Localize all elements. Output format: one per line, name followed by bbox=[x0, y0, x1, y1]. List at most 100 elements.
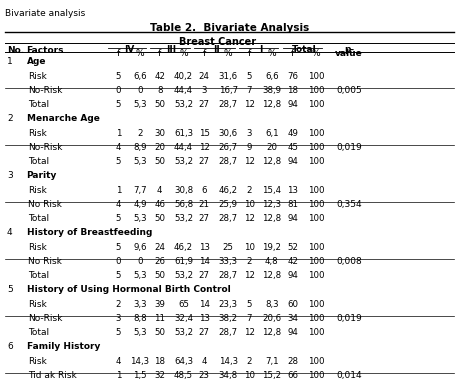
Text: I: I bbox=[259, 45, 262, 54]
Text: 65: 65 bbox=[178, 299, 189, 309]
Text: 9,6: 9,6 bbox=[133, 242, 147, 252]
Text: 4: 4 bbox=[116, 143, 121, 152]
Text: 66: 66 bbox=[287, 371, 298, 380]
Text: Total: Total bbox=[28, 214, 49, 223]
Text: 50: 50 bbox=[154, 328, 165, 337]
Text: 4: 4 bbox=[157, 185, 162, 195]
Text: 1: 1 bbox=[116, 371, 121, 380]
Text: 100: 100 bbox=[308, 257, 324, 266]
Text: 94: 94 bbox=[287, 100, 298, 109]
Text: Tid ak Risk: Tid ak Risk bbox=[28, 371, 77, 380]
Text: 60: 60 bbox=[287, 299, 298, 309]
Text: Risk: Risk bbox=[28, 299, 47, 309]
Text: 12: 12 bbox=[244, 100, 255, 109]
Text: 81: 81 bbox=[287, 200, 298, 209]
Text: 0: 0 bbox=[137, 257, 143, 266]
Text: 25: 25 bbox=[223, 242, 234, 252]
Text: 6: 6 bbox=[7, 342, 13, 352]
Text: 2: 2 bbox=[116, 299, 121, 309]
Text: 2: 2 bbox=[7, 114, 12, 124]
Text: 53,2: 53,2 bbox=[174, 328, 193, 337]
Text: 5: 5 bbox=[116, 157, 121, 166]
Text: 26: 26 bbox=[154, 257, 165, 266]
Text: 5: 5 bbox=[116, 271, 121, 280]
Text: 42: 42 bbox=[287, 257, 298, 266]
Text: 0,005: 0,005 bbox=[336, 86, 362, 95]
Text: 100: 100 bbox=[308, 71, 324, 81]
Text: %: % bbox=[136, 49, 144, 58]
Text: No-Risk: No-Risk bbox=[28, 143, 62, 152]
Text: 18: 18 bbox=[287, 86, 298, 95]
Text: 5: 5 bbox=[246, 299, 252, 309]
Text: 50: 50 bbox=[154, 157, 165, 166]
Text: 38,9: 38,9 bbox=[262, 86, 281, 95]
Text: Bivariate analysis: Bivariate analysis bbox=[5, 10, 85, 19]
Text: 2: 2 bbox=[246, 356, 252, 366]
Text: 5: 5 bbox=[7, 285, 13, 294]
Text: 100: 100 bbox=[308, 86, 324, 95]
Text: 12,3: 12,3 bbox=[262, 200, 281, 209]
Text: 10: 10 bbox=[244, 242, 255, 252]
Text: 46: 46 bbox=[154, 200, 165, 209]
Text: 12,8: 12,8 bbox=[262, 271, 281, 280]
Text: Breast Cancer: Breast Cancer bbox=[179, 37, 256, 47]
Text: 45: 45 bbox=[287, 143, 298, 152]
Text: Total: Total bbox=[28, 328, 49, 337]
Text: 100: 100 bbox=[308, 157, 324, 166]
Text: 46,2: 46,2 bbox=[174, 242, 193, 252]
Text: 13: 13 bbox=[199, 314, 210, 323]
Text: 5,3: 5,3 bbox=[133, 214, 147, 223]
Text: 40,2: 40,2 bbox=[174, 71, 193, 81]
Text: 53,2: 53,2 bbox=[174, 214, 193, 223]
Text: Total: Total bbox=[28, 271, 49, 280]
Text: No-Risk: No-Risk bbox=[28, 86, 62, 95]
Text: 6,1: 6,1 bbox=[265, 128, 279, 138]
Text: 24: 24 bbox=[199, 71, 210, 81]
Text: 56,8: 56,8 bbox=[174, 200, 193, 209]
Text: 12,8: 12,8 bbox=[262, 157, 281, 166]
Text: 31,6: 31,6 bbox=[218, 71, 238, 81]
Text: Risk: Risk bbox=[28, 242, 47, 252]
Text: f: f bbox=[117, 49, 120, 58]
Text: 7: 7 bbox=[246, 314, 252, 323]
Text: 12,8: 12,8 bbox=[262, 214, 281, 223]
Text: 10: 10 bbox=[244, 371, 255, 380]
Text: 19,2: 19,2 bbox=[262, 242, 281, 252]
Text: 49: 49 bbox=[287, 128, 298, 138]
Text: 50: 50 bbox=[154, 214, 165, 223]
Text: 14: 14 bbox=[199, 257, 210, 266]
Text: 34: 34 bbox=[287, 314, 298, 323]
Text: 4: 4 bbox=[116, 200, 121, 209]
Text: 44,4: 44,4 bbox=[174, 143, 193, 152]
Text: 61,3: 61,3 bbox=[174, 128, 193, 138]
Text: 15,2: 15,2 bbox=[262, 371, 281, 380]
Text: Total: Total bbox=[28, 100, 49, 109]
Text: 100: 100 bbox=[308, 271, 324, 280]
Text: Total: Total bbox=[292, 45, 317, 54]
Text: 52: 52 bbox=[287, 242, 298, 252]
Text: 24: 24 bbox=[154, 242, 165, 252]
Text: 50: 50 bbox=[154, 100, 165, 109]
Text: 28,7: 28,7 bbox=[218, 271, 238, 280]
Text: 14: 14 bbox=[199, 299, 210, 309]
Text: 6: 6 bbox=[202, 185, 207, 195]
Text: 5: 5 bbox=[116, 100, 121, 109]
Text: 100: 100 bbox=[308, 242, 324, 252]
Text: 0,354: 0,354 bbox=[336, 200, 362, 209]
Text: 14,3: 14,3 bbox=[218, 356, 238, 366]
Text: 18: 18 bbox=[154, 356, 165, 366]
Text: 32,4: 32,4 bbox=[174, 314, 193, 323]
Text: No.: No. bbox=[7, 46, 24, 55]
Text: 13: 13 bbox=[199, 242, 210, 252]
Text: Risk: Risk bbox=[28, 185, 47, 195]
Text: 5,3: 5,3 bbox=[133, 328, 147, 337]
Text: 28,7: 28,7 bbox=[218, 214, 238, 223]
Text: %: % bbox=[268, 49, 276, 58]
Text: History of Using Hormonal Birth Control: History of Using Hormonal Birth Control bbox=[27, 285, 230, 294]
Text: 30: 30 bbox=[154, 128, 165, 138]
Text: 13: 13 bbox=[287, 185, 298, 195]
Text: 100: 100 bbox=[308, 185, 324, 195]
Text: 26,7: 26,7 bbox=[218, 143, 238, 152]
Text: 0: 0 bbox=[137, 86, 143, 95]
Text: Factors: Factors bbox=[27, 46, 64, 55]
